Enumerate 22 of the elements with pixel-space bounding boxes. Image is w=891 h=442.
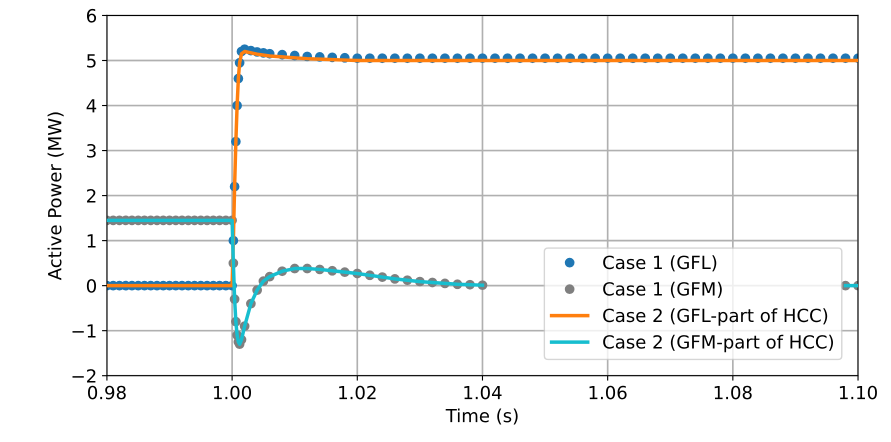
y-tick-label: 1 — [88, 234, 96, 248]
x-tick-label: 1.08 — [714, 386, 752, 400]
x-tick-label: 1.00 — [214, 386, 252, 400]
y-tick-label: 0 — [86, 279, 96, 293]
x-tick-label: 1.06 — [590, 386, 627, 400]
x-axis-title: Time (s) — [446, 408, 518, 425]
y-tick-label: −2 — [72, 369, 96, 383]
y-tick-label: −1 — [72, 324, 96, 338]
x-tick-label: 0.98 — [88, 386, 126, 400]
y-tick-label: 2 — [87, 189, 96, 202]
legend-label: Case 2 (GFL-part of HCC) — [603, 308, 828, 326]
y-axis-title: Active Power (MW) — [48, 112, 64, 280]
legend-label: Case 2 (GFM-part of HCC) — [603, 334, 834, 352]
y-tick-label: 4 — [86, 99, 96, 112]
y-tick-label: 6 — [86, 8, 96, 23]
x-tick-label: 1.10 — [840, 386, 877, 400]
y-tick-label: 3 — [87, 144, 96, 158]
legend-label: Case 1 (GFM) — [603, 282, 722, 298]
y-tick-label: 5 — [87, 54, 96, 68]
legend-label: Case 1 (GFL) — [603, 255, 716, 272]
x-tick-label: 1.02 — [339, 386, 376, 400]
x-tick-label: 1.04 — [464, 386, 502, 400]
